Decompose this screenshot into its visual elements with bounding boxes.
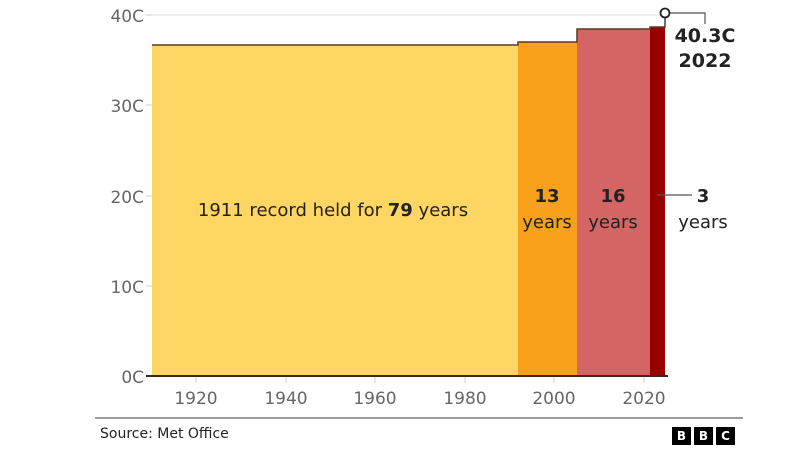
y-axis [146, 14, 152, 287]
band-1990-years-count: 13 [534, 186, 559, 207]
x-tick-label: 2020 [622, 389, 665, 409]
band-1911-label: 1911 record held for 79 years [198, 200, 468, 221]
bbc-logo: B B C [672, 427, 735, 445]
x-tick-label: 1920 [174, 389, 217, 409]
peak-marker [659, 7, 671, 19]
y-tick-label: 0C [121, 368, 144, 388]
x-axis-labels: 1920 1940 1960 1980 2000 2020 [174, 389, 665, 409]
band-2003-record [577, 29, 650, 376]
footer-divider [95, 417, 743, 419]
peak-year-label: 2022 [679, 50, 732, 72]
band-1990-record [518, 42, 577, 376]
peak-leader-line [670, 12, 706, 24]
x-tick-label: 1960 [353, 389, 396, 409]
x-axis [195, 377, 645, 383]
y-tick-label: 40C [110, 7, 144, 27]
record-step-line [152, 14, 666, 46]
band-2003-years-count: 16 [600, 186, 625, 207]
x-tick-label: 1940 [264, 389, 307, 409]
peak-value-label: 40.3C [675, 25, 736, 47]
y-tick-label: 10C [110, 278, 144, 298]
x-tick-label: 1980 [443, 389, 486, 409]
record-bands [152, 27, 665, 376]
y-tick-label: 30C [110, 97, 144, 117]
band-2019-years-word: years [678, 212, 728, 233]
band-1990-years-word: years [522, 212, 572, 233]
x-tick-label: 2000 [532, 389, 575, 409]
y-axis-labels: 40C 30C 20C 10C 0C [110, 7, 144, 388]
bbc-logo-letter: B [694, 427, 713, 445]
band-1911-record [152, 45, 518, 376]
band-2019-record [650, 27, 665, 376]
bbc-logo-letter: C [716, 427, 735, 445]
source-note: Source: Met Office [100, 426, 229, 442]
bbc-logo-letter: B [672, 427, 691, 445]
y-tick-label: 20C [110, 188, 144, 208]
band-2003-years-word: years [588, 212, 638, 233]
band-2019-years-count: 3 [697, 186, 710, 207]
